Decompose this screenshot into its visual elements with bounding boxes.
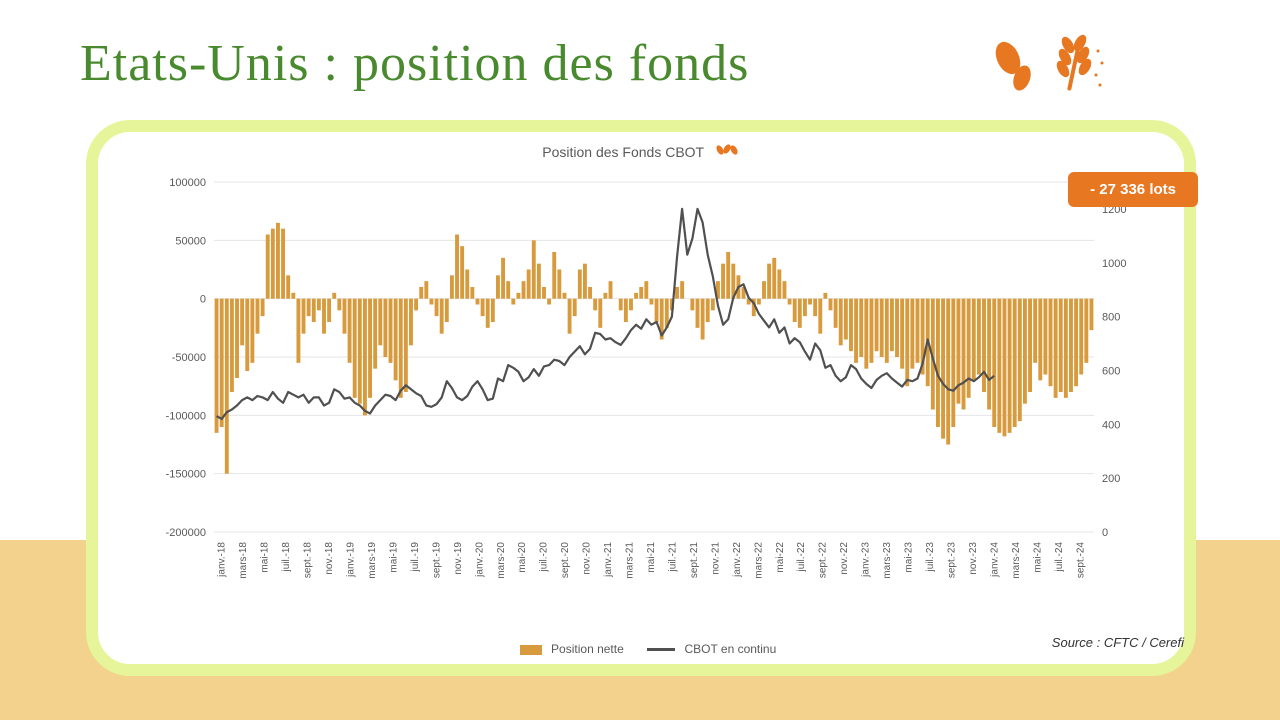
- svg-text:juil.-20: juil.-20: [539, 542, 550, 573]
- legend-bar-label: Position nette: [551, 642, 624, 656]
- svg-text:mai-23: mai-23: [904, 542, 915, 573]
- svg-text:sept.-20: sept.-20: [560, 542, 571, 579]
- svg-text:mars-21: mars-21: [625, 542, 636, 579]
- legend-line-label: CBOT en continu: [684, 642, 776, 656]
- svg-text:juil.-23: juil.-23: [925, 542, 936, 573]
- svg-text:-200000: -200000: [166, 527, 206, 539]
- combo-chart: -200000 -150000 -100000 -50000 0 50000 100000 0…: [144, 172, 1144, 632]
- wheat-decoration: [990, 30, 1110, 105]
- page-title: Etats-Unis : position des fonds: [80, 34, 749, 93]
- svg-text:mars-24: mars-24: [1011, 542, 1022, 579]
- svg-text:janv.-19: janv.-19: [346, 542, 357, 578]
- svg-text:-50000: -50000: [172, 352, 206, 364]
- legend-line-swatch: [647, 648, 675, 651]
- svg-text:mars-18: mars-18: [238, 542, 249, 579]
- svg-text:juil.-24: juil.-24: [1054, 542, 1065, 573]
- svg-text:mai-22: mai-22: [775, 542, 786, 573]
- svg-text:janv.-20: janv.-20: [474, 542, 485, 578]
- chart-title-text: Position des Fonds CBOT: [542, 144, 704, 160]
- svg-text:mars-23: mars-23: [882, 542, 893, 579]
- svg-text:600: 600: [1102, 365, 1120, 377]
- svg-text:-150000: -150000: [166, 469, 206, 481]
- svg-text:400: 400: [1102, 419, 1120, 431]
- svg-text:mai-24: mai-24: [1032, 542, 1043, 573]
- svg-text:juil.-19: juil.-19: [410, 542, 421, 573]
- svg-text:nov.-23: nov.-23: [968, 542, 979, 575]
- svg-text:mars-20: mars-20: [496, 542, 507, 579]
- svg-text:janv.-22: janv.-22: [732, 542, 743, 578]
- svg-text:-100000: -100000: [166, 410, 206, 422]
- svg-text:0: 0: [200, 294, 206, 306]
- svg-text:janv.-18: janv.-18: [217, 542, 228, 578]
- svg-text:nov.-21: nov.-21: [710, 542, 721, 575]
- svg-text:nov.-20: nov.-20: [582, 542, 593, 575]
- svg-text:sept.-24: sept.-24: [1075, 542, 1086, 579]
- svg-text:mai-18: mai-18: [260, 542, 271, 573]
- svg-text:mai-19: mai-19: [388, 542, 399, 573]
- svg-text:janv.-24: janv.-24: [989, 542, 1000, 578]
- svg-text:mars-22: mars-22: [753, 542, 764, 579]
- svg-text:50000: 50000: [175, 235, 206, 247]
- svg-text:100000: 100000: [169, 177, 206, 189]
- svg-text:0: 0: [1102, 527, 1108, 539]
- source-text: Source : CFTC / Cerefi: [1052, 635, 1184, 650]
- svg-text:1000: 1000: [1102, 258, 1126, 270]
- legend: Position nette CBOT en continu: [98, 642, 1184, 656]
- svg-text:janv.-23: janv.-23: [861, 542, 872, 578]
- svg-text:sept.-22: sept.-22: [818, 542, 829, 579]
- svg-text:200: 200: [1102, 473, 1120, 485]
- svg-text:juil.-21: juil.-21: [667, 542, 678, 573]
- svg-text:nov.-19: nov.-19: [453, 542, 464, 575]
- svg-text:juil.-18: juil.-18: [281, 542, 292, 573]
- svg-text:mai-21: mai-21: [646, 542, 657, 573]
- svg-text:sept.-23: sept.-23: [946, 542, 957, 579]
- svg-text:sept.-18: sept.-18: [303, 542, 314, 579]
- svg-text:sept.-21: sept.-21: [689, 542, 700, 579]
- chart-card: Position des Fonds CBOT - 27 336 lots -2…: [86, 120, 1196, 676]
- svg-text:sept.-19: sept.-19: [431, 542, 442, 579]
- svg-text:nov.-18: nov.-18: [324, 542, 335, 575]
- svg-text:juil.-22: juil.-22: [796, 542, 807, 573]
- chart-title: Position des Fonds CBOT: [98, 144, 1184, 160]
- legend-bar-swatch: [520, 645, 542, 655]
- svg-text:nov.-22: nov.-22: [839, 542, 850, 575]
- svg-text:janv.-21: janv.-21: [603, 542, 614, 578]
- svg-text:mai-20: mai-20: [517, 542, 528, 573]
- svg-text:mars-19: mars-19: [367, 542, 378, 579]
- value-badge: - 27 336 lots: [1068, 172, 1198, 207]
- svg-text:800: 800: [1102, 312, 1120, 324]
